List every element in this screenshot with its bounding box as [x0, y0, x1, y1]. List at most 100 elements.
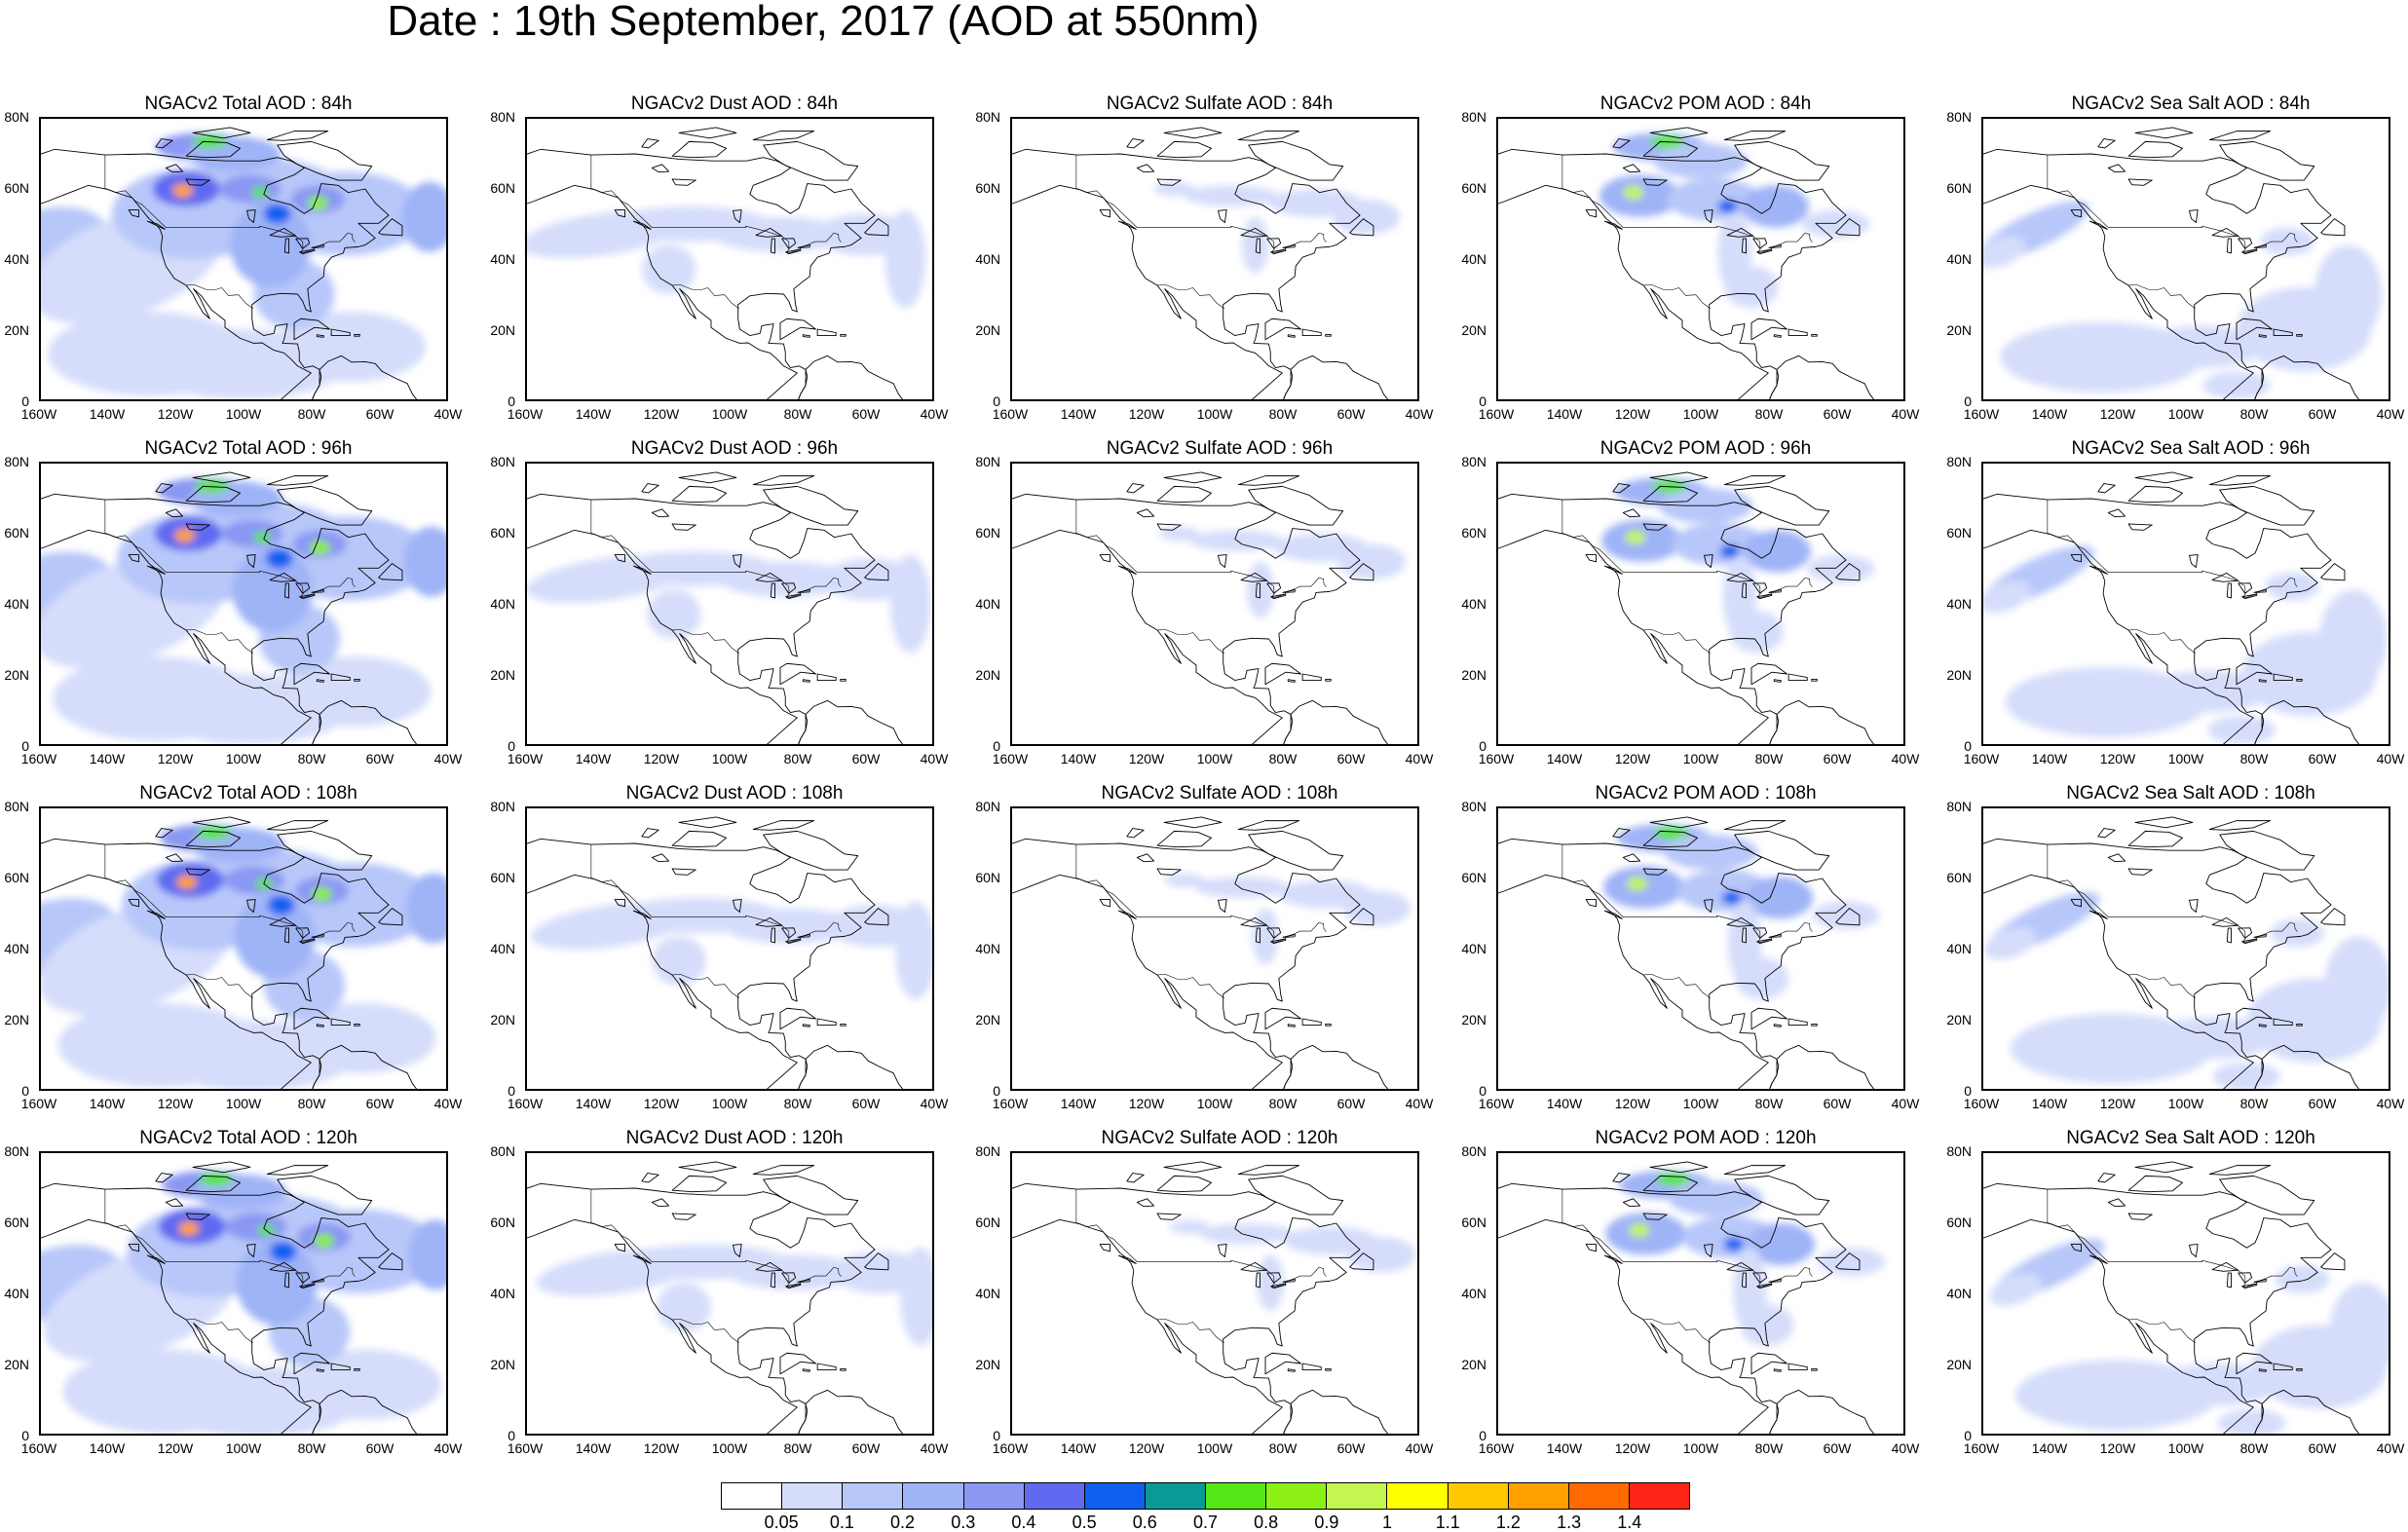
lake-outline [165, 1198, 184, 1208]
colorbar-swatch [1266, 1483, 1328, 1509]
island-outline [316, 334, 324, 338]
border-us-mexico [1156, 628, 1224, 654]
lat-tick-label: 0 [993, 1083, 1000, 1099]
border-us-canada [590, 844, 842, 944]
lake-outline [1255, 238, 1260, 254]
island-outline [266, 475, 329, 486]
island-outline [330, 1018, 351, 1026]
aod-plume [717, 561, 853, 597]
aod-map [1498, 1161, 1885, 1434]
lon-tick-label: 80W [783, 751, 812, 766]
map-frame [525, 806, 934, 1091]
lon-tick-label: 160W [1478, 406, 1515, 422]
island-outline [185, 1175, 241, 1193]
lake-outline [1768, 1279, 1782, 1283]
aod-field [1603, 824, 1880, 1000]
coastline-south-america [798, 355, 904, 399]
lon-tick-label: 100W [2167, 1096, 2204, 1111]
island-outline [1156, 485, 1212, 504]
lake-outline [781, 927, 797, 939]
lon-tick-label: 160W [992, 751, 1029, 766]
island-outline [1835, 1252, 1861, 1271]
lon-tick-label: 140W [2031, 751, 2068, 766]
lon-tick-label: 140W [1546, 751, 1583, 766]
lon-tick-label: 60W [851, 1440, 881, 1456]
coastline-north-america [1498, 148, 1847, 399]
lake-outline [1704, 209, 1713, 223]
aod-plume [1656, 1173, 1690, 1186]
lat-tick-label: 40N [975, 941, 1000, 956]
lat-tick-label: 60N [490, 180, 515, 196]
lat-tick-label: 60N [1946, 525, 1972, 541]
aod-plume [2270, 918, 2325, 948]
lon-tick-label: 140W [2031, 1096, 2068, 1111]
island-outline [671, 485, 727, 504]
lon-tick-label: 60W [851, 406, 881, 422]
border-us-mexico [1156, 973, 1224, 999]
lon-tick-label: 140W [89, 406, 126, 422]
lat-tick-label: 20N [1461, 322, 1486, 338]
lake-outline [283, 582, 289, 599]
lake-outline [2127, 523, 2153, 531]
border-us-mexico [1156, 283, 1224, 310]
map-frame [1981, 806, 2390, 1091]
island-outline [2127, 140, 2183, 159]
border-us-mexico [185, 628, 253, 654]
aod-plume [309, 541, 330, 555]
lon-tick-label: 60W [1336, 1440, 1366, 1456]
aod-plume [263, 203, 291, 224]
lat-tick-label: 60N [4, 870, 29, 885]
colorbar-label: 0.9 [1314, 1513, 1339, 1532]
lon-tick-label: 160W [20, 1096, 57, 1111]
lon-tick-label: 40W [920, 1096, 949, 1111]
aod-plume [267, 894, 295, 915]
aod-plume [1333, 199, 1401, 235]
island-outline [1750, 1352, 1787, 1375]
lon-tick-label: 60W [2308, 1440, 2337, 1456]
lat-tick-label: 20N [490, 322, 515, 338]
aod-plume [900, 1248, 932, 1346]
coastline-south-america [2254, 699, 2360, 744]
lat-tick-label: 0 [1479, 738, 1486, 754]
aod-plume [1812, 901, 1880, 930]
border-us-mexico [185, 283, 253, 310]
lon-tick-label: 160W [1478, 1096, 1515, 1111]
lon-tick-label: 120W [1128, 1440, 1165, 1456]
island-outline [1301, 1363, 1322, 1370]
aod-map [1012, 471, 1406, 744]
lake-outline [671, 868, 696, 876]
colorbar-swatch [963, 1483, 1025, 1509]
island-outline [1773, 1024, 1782, 1028]
lon-tick-label: 160W [1478, 751, 1515, 766]
lon-tick-label: 160W [507, 1096, 544, 1111]
island-outline [614, 209, 625, 218]
lake-outline [299, 1283, 316, 1289]
island-outline [354, 333, 360, 337]
island-outline [1325, 333, 1332, 337]
lake-outline [1756, 593, 1773, 600]
island-outline [632, 220, 652, 230]
lon-tick-label: 100W [2167, 1440, 2204, 1456]
map-panel: NGACv2 Total AOD : 84h 80N 60N 40N 20N 0 160W 1… [0, 93, 487, 444]
panel-title: NGACv2 Total AOD : 120h [139, 1128, 357, 1148]
island-outline [1723, 131, 1787, 141]
lat-tick-label: 20N [1461, 1012, 1486, 1028]
island-outline [266, 1165, 329, 1176]
lat-tick-label: 0 [508, 738, 515, 754]
island-outline [678, 127, 737, 139]
lat-tick-label: 0 [993, 393, 1000, 409]
lake-outline [1240, 916, 1268, 927]
border-us-canada [1561, 500, 1813, 599]
lake-outline [299, 248, 316, 255]
island-outline [1773, 1368, 1782, 1372]
aod-plume [2212, 1062, 2281, 1089]
lon-tick-label: 40W [1405, 406, 1434, 422]
lake-outline [1156, 1213, 1182, 1220]
aod-plume [1347, 1237, 1416, 1273]
lon-tick-label: 40W [433, 1096, 463, 1111]
aod-plume [1241, 216, 1269, 274]
island-outline [1301, 1018, 1322, 1026]
map-panel: NGACv2 Sulfate AOD : 120h 80N 60N 40N 20N 0 16… [971, 1128, 1458, 1478]
aod-field [41, 477, 446, 744]
island-outline [2127, 485, 2183, 504]
